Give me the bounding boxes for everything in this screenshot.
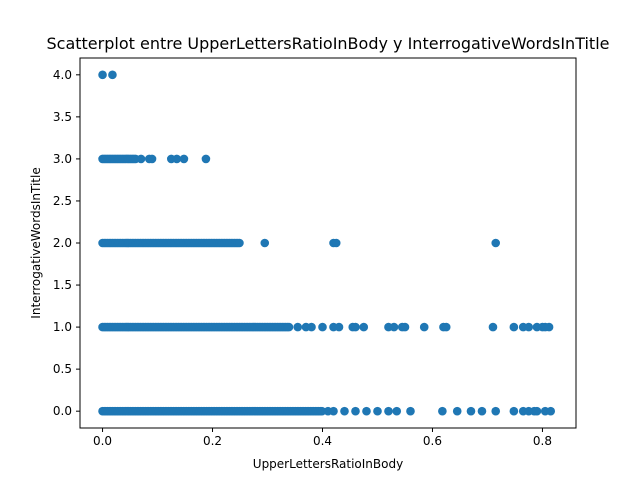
scatter-point [466, 406, 476, 416]
scatter-point [235, 238, 244, 248]
scatter-point [334, 322, 344, 332]
y-tick-label: 2.5 [53, 194, 72, 208]
points-layer [98, 70, 556, 416]
scatter-point [488, 322, 498, 332]
scatter-point [524, 322, 534, 332]
scatter-point [172, 154, 182, 164]
y-tick-label: 2.0 [53, 236, 72, 250]
scatter-point [477, 406, 487, 416]
x-tick-label: 0.0 [93, 434, 112, 448]
x-tick-label: 0.2 [203, 434, 222, 448]
y-tick-label: 0.0 [53, 404, 72, 418]
scatter-point [491, 238, 501, 248]
scatter-point [406, 406, 415, 416]
scatter-point [441, 322, 451, 332]
y-tick-label: 3.0 [53, 152, 72, 166]
scatter-point [284, 322, 294, 332]
y-tick-label: 1.5 [53, 278, 72, 292]
x-tick-label: 0.4 [313, 434, 332, 448]
y-tick-label: 1.0 [53, 320, 72, 334]
scatter-point [544, 322, 554, 332]
scatter-point [293, 322, 303, 332]
scatter-point [307, 322, 316, 332]
chart-title: Scatterplot entre UpperLettersRatioInBod… [47, 34, 610, 53]
y-tick-label: 3.5 [53, 110, 72, 124]
y-ticks: 0.0 0.5 1.0 1.5 2.0 2.5 3.0 3.5 4.0 [53, 68, 80, 418]
scatter-point [329, 406, 338, 416]
scatter-point [373, 406, 382, 416]
scatter-point [438, 406, 447, 416]
scatter-point [509, 406, 519, 416]
scatter-point [452, 406, 462, 416]
scatter-point [546, 406, 556, 416]
y-tick-label: 4.0 [53, 68, 72, 82]
scatter-point [317, 406, 327, 416]
scatter-point [331, 238, 341, 248]
y-tick-label: 0.5 [53, 362, 72, 376]
scatter-point [532, 406, 542, 416]
scatter-point [340, 406, 349, 416]
scatter-point [136, 154, 146, 164]
x-ticks: 0.0 0.2 0.4 0.6 0.8 [93, 428, 552, 448]
scatter-point [351, 322, 360, 332]
scatter-point [491, 406, 501, 416]
x-tick-label: 0.8 [533, 434, 552, 448]
x-axis-label: UpperLettersRatioInBody [253, 457, 403, 471]
scatter-point [362, 406, 371, 416]
scatter-point [419, 322, 429, 332]
scatter-point [389, 322, 399, 332]
scatter-point [179, 154, 189, 164]
x-tick-label: 0.6 [423, 434, 442, 448]
y-axis-label: InterrogativeWordsInTitle [29, 167, 43, 318]
scatter-point [201, 154, 211, 164]
scatter-point [359, 322, 369, 332]
scatter-point [400, 322, 410, 332]
scatter-point [509, 322, 519, 332]
scatter-point [260, 238, 270, 248]
scatter-point [98, 70, 107, 80]
scatter-point [351, 406, 360, 416]
scatter-point [384, 406, 393, 416]
scatter-point [147, 154, 157, 164]
scatter-point [108, 70, 117, 80]
scatter-point [392, 406, 402, 416]
scatter-point [318, 322, 327, 332]
